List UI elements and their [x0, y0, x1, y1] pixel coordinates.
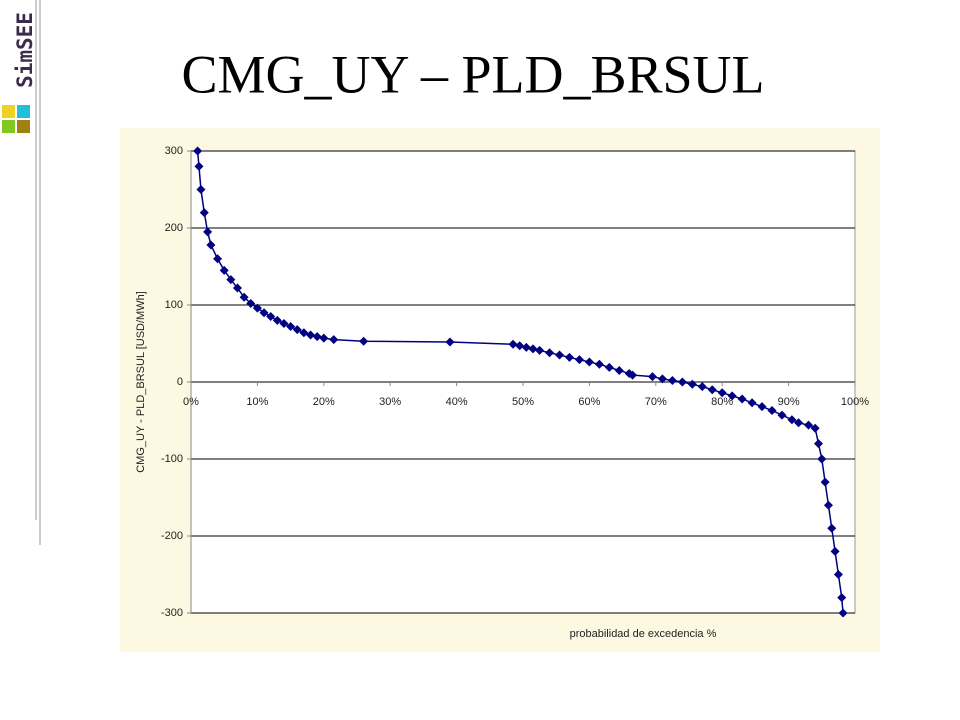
- data-marker: [747, 398, 757, 408]
- data-marker: [528, 344, 538, 354]
- data-marker: [508, 339, 518, 349]
- data-marker: [194, 161, 204, 171]
- data-marker: [199, 208, 209, 218]
- x-tick-label: 80%: [711, 396, 733, 408]
- x-axis-label: probabilidad de excedencia %: [570, 628, 717, 640]
- data-marker: [266, 312, 276, 322]
- data-marker: [515, 341, 525, 351]
- data-marker: [604, 362, 614, 372]
- data-marker: [787, 415, 797, 425]
- x-tick-label: 100%: [841, 396, 869, 408]
- data-marker: [737, 394, 747, 404]
- data-marker: [521, 342, 531, 352]
- data-marker: [206, 240, 216, 250]
- x-tick-label: 60%: [578, 396, 600, 408]
- data-marker: [667, 375, 677, 385]
- data-marker: [767, 405, 777, 415]
- data-marker: [574, 355, 584, 365]
- y-tick-label: -200: [161, 530, 183, 542]
- data-marker: [564, 352, 574, 362]
- data-marker: [817, 454, 827, 464]
- data-marker: [306, 330, 316, 340]
- y-tick-label: 200: [165, 222, 183, 234]
- data-marker: [810, 423, 820, 433]
- data-marker: [246, 298, 256, 308]
- data-marker: [717, 388, 727, 398]
- y-tick-label: 100: [165, 299, 183, 311]
- logo-square: [17, 105, 30, 118]
- data-marker: [794, 418, 804, 428]
- data-marker: [286, 322, 296, 332]
- y-tick-label: -300: [161, 607, 183, 619]
- data-marker: [292, 325, 302, 335]
- data-marker: [687, 379, 697, 389]
- data-marker: [312, 332, 322, 342]
- data-marker: [226, 275, 236, 285]
- data-marker: [830, 546, 840, 556]
- data-marker: [838, 608, 848, 618]
- data-marker: [777, 410, 787, 420]
- data-marker: [727, 391, 737, 401]
- data-marker: [628, 370, 638, 380]
- data-marker: [820, 477, 830, 487]
- data-marker: [584, 357, 594, 367]
- data-marker: [677, 377, 687, 387]
- data-marker: [219, 265, 229, 275]
- data-marker: [272, 315, 282, 325]
- data-marker: [697, 382, 707, 392]
- logo-square: [2, 120, 15, 133]
- data-marker: [239, 292, 249, 302]
- data-marker: [594, 359, 604, 369]
- y-axis-label: CMG_UY - PLD_BRSUL [USD/MWh]: [135, 291, 147, 473]
- chart-title: CMG_UY – PLD_BRSUL: [181, 44, 764, 104]
- data-marker: [833, 570, 843, 579]
- data-marker: [213, 254, 223, 264]
- data-marker: [545, 348, 555, 358]
- data-marker: [232, 283, 242, 293]
- data-marker: [614, 365, 624, 375]
- data-marker: [359, 336, 369, 346]
- data-marker: [827, 523, 837, 533]
- x-tick-label: 10%: [246, 396, 268, 408]
- data-marker: [647, 372, 657, 382]
- data-marker: [555, 350, 565, 360]
- data-marker: [319, 333, 329, 343]
- data-marker: [707, 385, 717, 395]
- logo: SimSEE: [13, 12, 37, 88]
- data-marker: [757, 402, 767, 412]
- x-tick-label: 50%: [512, 396, 534, 408]
- y-tick-label: 300: [165, 145, 183, 157]
- y-tick-label: 0: [177, 376, 183, 388]
- logo-square: [17, 120, 30, 133]
- logo-square: [2, 105, 15, 118]
- data-marker: [837, 593, 847, 603]
- x-tick-label: 70%: [645, 396, 667, 408]
- x-tick-label: 30%: [379, 396, 401, 408]
- data-marker: [252, 303, 262, 313]
- y-tick-label: -100: [161, 453, 183, 465]
- data-marker: [196, 185, 206, 194]
- data-marker: [279, 318, 289, 328]
- data-marker: [823, 500, 833, 510]
- data-marker: [329, 335, 339, 345]
- x-tick-label: 20%: [313, 396, 335, 408]
- data-marker: [657, 374, 667, 384]
- data-marker: [193, 146, 203, 156]
- x-tick-label: 40%: [446, 396, 468, 408]
- x-tick-label: 90%: [778, 396, 800, 408]
- data-marker: [813, 439, 823, 449]
- data-marker: [804, 420, 814, 430]
- data-marker: [445, 337, 455, 347]
- data-marker: [259, 308, 269, 318]
- data-marker: [535, 345, 545, 355]
- data-marker: [203, 227, 213, 237]
